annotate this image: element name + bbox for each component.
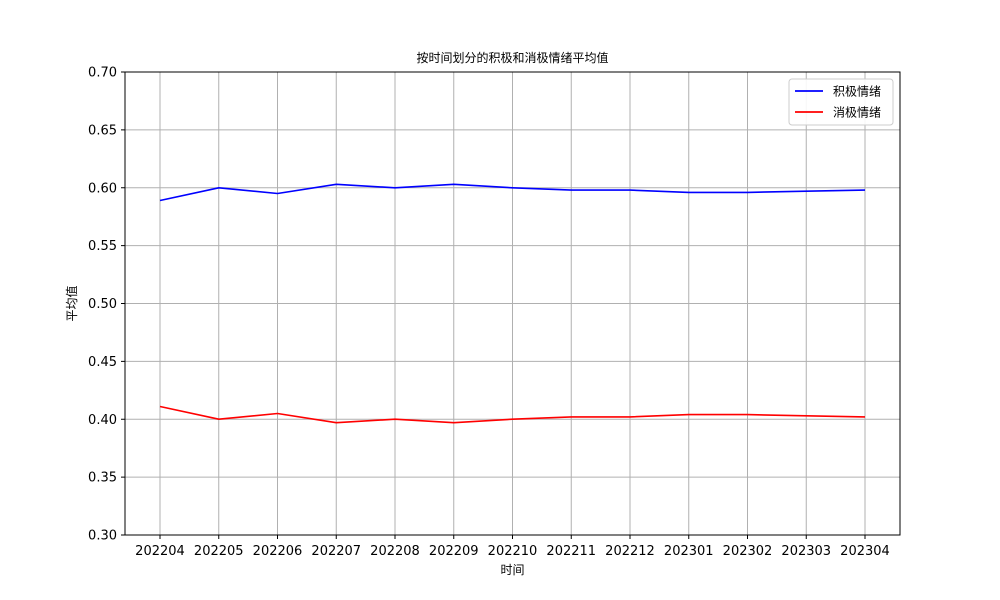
y-tick-label: 0.50 bbox=[88, 297, 117, 312]
y-axis-title: 平均值 bbox=[64, 285, 79, 321]
chart-title: 按时间划分的积极和消极情绪平均值 bbox=[416, 50, 608, 65]
series-line-1 bbox=[159, 405, 866, 424]
y-tick-label: 0.70 bbox=[88, 66, 117, 81]
x-tick-label: 202303 bbox=[781, 544, 831, 559]
y-tick-label: 0.60 bbox=[88, 181, 117, 196]
x-tick-label: 202206 bbox=[253, 544, 303, 559]
x-axis-title: 时间 bbox=[500, 563, 524, 577]
legend-label-0: 积极情绪 bbox=[833, 85, 881, 99]
x-tick-label: 202205 bbox=[194, 544, 244, 559]
y-tick-label: 0.55 bbox=[88, 239, 117, 254]
x-tick-label: 202209 bbox=[429, 544, 479, 559]
x-tick-label: 202208 bbox=[370, 544, 420, 559]
legend-label-1: 消极情绪 bbox=[833, 106, 881, 120]
x-tick-label: 202211 bbox=[546, 544, 596, 559]
grid bbox=[125, 71, 900, 536]
x-tick-label: 202207 bbox=[311, 544, 361, 559]
x-tick-label: 202204 bbox=[135, 544, 185, 559]
x-tick-label: 202302 bbox=[723, 544, 773, 559]
y-tick-label: 0.35 bbox=[88, 471, 117, 486]
x-tick-label: 202304 bbox=[840, 544, 890, 559]
y-tick-label: 0.45 bbox=[88, 355, 117, 370]
ticks: 202204 202205 202206 202207 202208 202209 2022… bbox=[88, 66, 890, 560]
y-tick-label: 0.40 bbox=[88, 413, 117, 428]
x-tick-label: 202210 bbox=[488, 544, 538, 559]
series-lines bbox=[159, 183, 866, 424]
x-tick-label: 202301 bbox=[664, 544, 714, 559]
y-tick-label: 0.65 bbox=[88, 123, 117, 138]
x-tick-label: 202212 bbox=[605, 544, 655, 559]
y-tick-label: 0.30 bbox=[88, 529, 117, 544]
series-line-0 bbox=[159, 183, 866, 202]
